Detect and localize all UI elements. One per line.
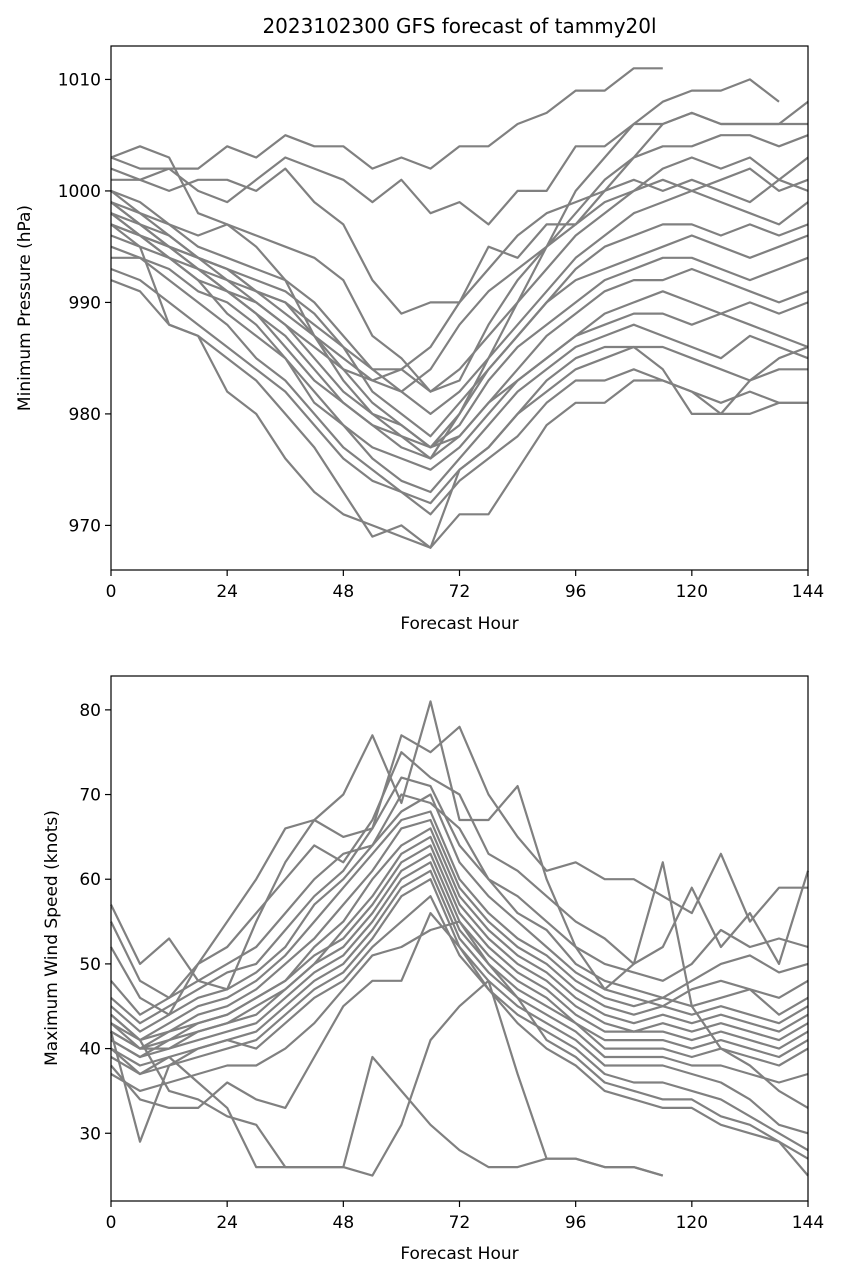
chart-title: 2023102300 GFS forecast of tammy20l — [262, 14, 656, 38]
pressure-y-tick-label: 970 — [69, 516, 101, 536]
wind-series-line-9 — [110, 810, 809, 1042]
wind-series-line-19 — [110, 912, 809, 1160]
pressure-y-tick-label: 990 — [69, 293, 101, 313]
wind-y-tick-label: 70 — [79, 786, 101, 806]
wind-series-line-18 — [109, 895, 809, 1152]
wind-x-tick-label: 144 — [792, 1213, 824, 1233]
wind-series-line-10 — [110, 818, 809, 1050]
pressure-series-line-16 — [110, 245, 809, 494]
wind-series-line-8 — [110, 793, 809, 1033]
wind-x-tick-label: 0 — [106, 1213, 117, 1233]
wind-x-axis-label: Forecast Hour — [400, 1244, 518, 1264]
pressure-x-tick-label: 72 — [449, 582, 471, 602]
wind-series-line-13 — [110, 844, 809, 1050]
wind-y-tick-label: 80 — [79, 701, 101, 721]
wind-x-tick-label: 48 — [333, 1213, 355, 1233]
wind-series-layer — [109, 700, 810, 1177]
pressure-y-tick-label: 980 — [69, 405, 101, 425]
wind-series-line-4 — [110, 725, 808, 999]
wind-series-line-7 — [110, 776, 809, 1025]
pressure-series-line-2 — [110, 67, 663, 170]
wind-x-tick-label: 120 — [676, 1213, 708, 1233]
wind-y-tick-label: 40 — [79, 1040, 101, 1060]
pressure-plot-frame — [110, 45, 809, 571]
pressure-series-line-9 — [110, 189, 809, 415]
pressure-x-tick-label: 24 — [216, 582, 238, 602]
pressure-series-line-4 — [110, 111, 808, 226]
wind-plot-frame — [110, 675, 809, 1202]
wind-series-line-5 — [110, 751, 810, 1016]
wind-y-tick-label: 60 — [79, 870, 101, 890]
wind-chart: 0 24 48 72 96 120 144 30 40 50 60 70 80 Forecast Hou… — [42, 675, 824, 1264]
wind-y-axis-label: Maximum Wind Speed (knots) — [42, 810, 62, 1066]
wind-x-tick-label: 96 — [565, 1213, 587, 1233]
pressure-series-line-11 — [110, 212, 809, 449]
pressure-y-axis-label: Minimum Pressure (hPa) — [15, 205, 35, 411]
pressure-series-line-15 — [110, 212, 809, 471]
pressure-x-tick-label: 120 — [676, 582, 708, 602]
pressure-series-line-5 — [110, 134, 809, 393]
wind-x-tick-label: 24 — [216, 1213, 238, 1233]
pressure-series-line-19 — [110, 279, 808, 549]
pressure-x-tick-label: 96 — [565, 582, 587, 602]
pressure-x-axis-label: Forecast Hour — [400, 614, 518, 634]
pressure-series-layer — [110, 67, 809, 549]
wind-series-line-6 — [110, 793, 809, 1016]
wind-series-line-15 — [110, 861, 809, 1067]
pressure-series-line-12 — [110, 223, 809, 449]
pressure-x-tick-label: 48 — [333, 582, 355, 602]
pressure-y-tick-label: 1000 — [58, 182, 101, 202]
wind-axes: 0 24 48 72 96 120 144 30 40 50 60 70 80 — [79, 701, 824, 1233]
wind-series-line-20 — [110, 920, 809, 1177]
wind-y-tick-label: 50 — [79, 955, 101, 975]
pressure-y-tick-label: 1010 — [58, 70, 101, 90]
wind-x-tick-label: 72 — [449, 1213, 471, 1233]
pressure-axes: 0 24 48 72 96 120 144 970 980 990 1000 1010 — [58, 70, 824, 602]
pressure-x-tick-label: 144 — [792, 582, 824, 602]
pressure-series-line-14 — [110, 234, 809, 460]
wind-y-tick-label: 30 — [79, 1124, 101, 1144]
pressure-x-tick-label: 0 — [106, 582, 117, 602]
pressure-series-line-20 — [110, 223, 809, 549]
pressure-chart: 2023102300 GFS forecast of tammy20l 0 24 4… — [15, 14, 824, 634]
